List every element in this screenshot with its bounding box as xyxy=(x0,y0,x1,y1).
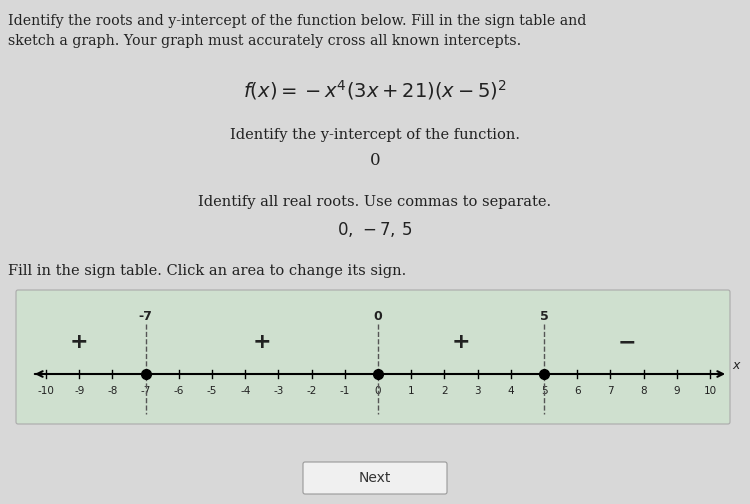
Text: sketch a graph. Your graph must accurately cross all known intercepts.: sketch a graph. Your graph must accurate… xyxy=(8,34,521,48)
Text: 4: 4 xyxy=(508,386,514,396)
Text: -2: -2 xyxy=(307,386,316,396)
Text: 7: 7 xyxy=(607,386,613,396)
Text: Identify all real roots. Use commas to separate.: Identify all real roots. Use commas to s… xyxy=(199,195,551,209)
Text: -8: -8 xyxy=(107,386,118,396)
Text: $0,\,-7,\,5$: $0,\,-7,\,5$ xyxy=(338,220,412,239)
Text: 0: 0 xyxy=(375,386,381,396)
Text: Fill in the sign table. Click an area to change its sign.: Fill in the sign table. Click an area to… xyxy=(8,264,406,278)
Text: +: + xyxy=(70,332,88,352)
Text: -6: -6 xyxy=(173,386,184,396)
Text: 2: 2 xyxy=(441,386,448,396)
Text: 8: 8 xyxy=(640,386,647,396)
Text: -3: -3 xyxy=(273,386,284,396)
Text: 0: 0 xyxy=(370,152,380,169)
Text: -10: -10 xyxy=(38,386,55,396)
Text: 9: 9 xyxy=(674,386,680,396)
Text: 10: 10 xyxy=(704,386,716,396)
Text: Identify the y-intercept of the function.: Identify the y-intercept of the function… xyxy=(230,128,520,142)
Text: 6: 6 xyxy=(574,386,580,396)
Text: -7: -7 xyxy=(140,386,151,396)
Text: -9: -9 xyxy=(74,386,85,396)
Text: 1: 1 xyxy=(408,386,415,396)
Text: Identify the roots and y-intercept of the function below. Fill in the sign table: Identify the roots and y-intercept of th… xyxy=(8,14,586,28)
Text: -7: -7 xyxy=(139,310,152,323)
Text: +: + xyxy=(452,332,470,352)
FancyBboxPatch shape xyxy=(16,290,730,424)
FancyBboxPatch shape xyxy=(303,462,447,494)
Text: -4: -4 xyxy=(240,386,250,396)
Text: 5: 5 xyxy=(540,310,548,323)
Text: 3: 3 xyxy=(474,386,481,396)
Text: −: − xyxy=(618,332,636,352)
Text: -1: -1 xyxy=(340,386,350,396)
Text: 0: 0 xyxy=(374,310,382,323)
Text: 5: 5 xyxy=(541,386,548,396)
Text: -5: -5 xyxy=(207,386,218,396)
Text: x: x xyxy=(732,359,740,372)
Text: Next: Next xyxy=(358,471,392,485)
Text: +: + xyxy=(253,332,271,352)
Text: $f(x)=-x^4(3x+21)(x-5)^2$: $f(x)=-x^4(3x+21)(x-5)^2$ xyxy=(243,78,507,102)
